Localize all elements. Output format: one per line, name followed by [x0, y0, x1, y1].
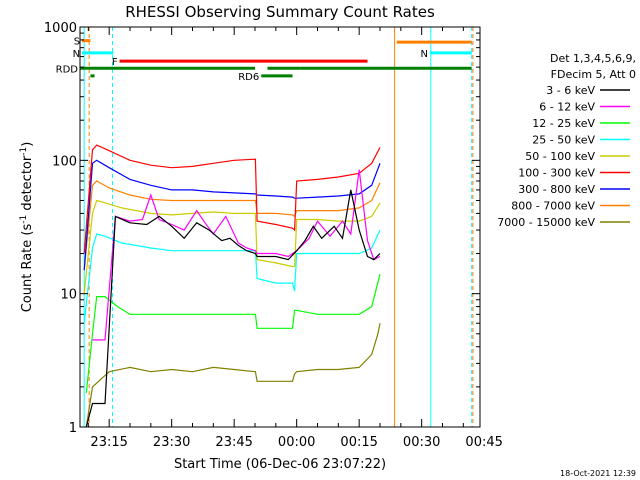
chart-title: RHESSI Observing Summary Count Rates: [125, 3, 435, 21]
series-line-7: [83, 180, 381, 271]
flag-label-5: RDD: [56, 64, 79, 75]
x-tick-label: 00:15: [340, 435, 377, 450]
series-line-6: [83, 159, 381, 271]
legend-header-line-1: Det 1,3,4,5,6,9,: [550, 52, 636, 65]
y-tick-label: 10: [60, 288, 77, 303]
series-line-0: [85, 189, 381, 428]
series-line-5: [83, 144, 381, 254]
vertical-markers: [83, 27, 474, 427]
legend-header-line-2: FDecim 5, Att 0: [551, 68, 636, 81]
flag-label-0: S: [74, 37, 80, 48]
plot-frame: [79, 26, 481, 428]
legend-label: 300 - 800 keV: [518, 183, 595, 196]
legend-label: 800 - 7000 keV: [511, 200, 595, 213]
y-tick-label: 100: [52, 154, 77, 169]
legend-label: 6 - 12 keV: [539, 101, 595, 114]
generation-timestamp: 18-Oct-2021 12:39: [560, 469, 636, 478]
x-axis-label: Start Time (06-Dec-06 23:07:22): [174, 457, 386, 472]
flag-label-1: N: [73, 49, 80, 60]
legend-label: 100 - 300 keV: [518, 167, 595, 180]
series-layer: [83, 144, 381, 428]
x-tick-label: 00:00: [278, 435, 315, 450]
y-axis-label: Count Rate (s-1 detector-1): [19, 142, 35, 313]
flag-label-2: N: [421, 49, 428, 60]
legend-label: 50 - 100 keV: [525, 150, 595, 163]
y-axis: 1 10 100 1000: [44, 21, 480, 436]
legend-label: 25 - 50 keV: [532, 134, 595, 147]
legend-label: 12 - 25 keV: [532, 117, 595, 130]
series-line-8: [85, 323, 381, 428]
flag-label-8: RD6: [238, 72, 259, 83]
legend-label: 7000 - 15000 keV: [497, 216, 595, 229]
legend-items: 3 - 6 keV 6 - 12 keV 12 - 25 keV 25 - 50 ke…: [497, 84, 630, 229]
series-line-2: [85, 274, 381, 394]
flag-label-4: F: [112, 57, 118, 68]
series-line-3: [83, 229, 381, 324]
x-tick-label: 23:15: [90, 435, 127, 450]
legend: Det 1,3,4,5,6,9, FDecim 5, Att 0 3 - 6 k…: [497, 52, 636, 229]
series-line-4: [83, 199, 381, 294]
legend-label: 3 - 6 keV: [546, 84, 595, 97]
x-tick-label: 00:45: [465, 435, 502, 450]
x-tick-label: 23:30: [153, 435, 190, 450]
x-tick-label: 00:30: [403, 435, 440, 450]
y-tick-label: 1: [69, 421, 77, 436]
x-axis: 23:15 23:30 23:45 00:00 00:15 00:30 00:45: [87, 27, 503, 450]
y-tick-label: 1000: [44, 21, 77, 36]
x-tick-label: 23:45: [215, 435, 252, 450]
